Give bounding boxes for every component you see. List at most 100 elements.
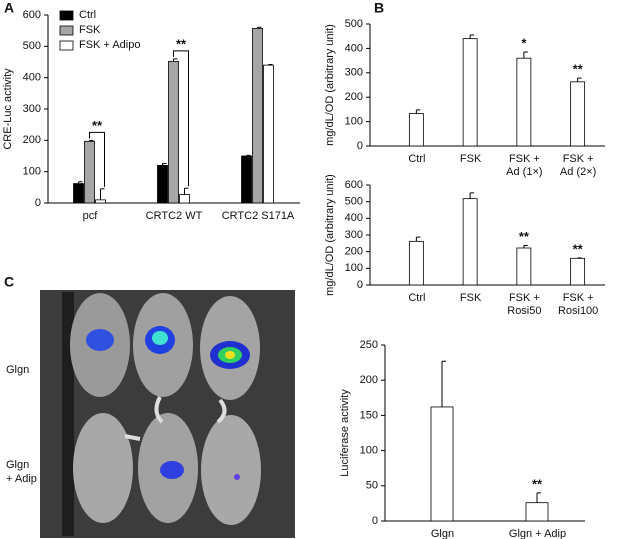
error-bar	[577, 77, 582, 82]
error-bar	[415, 109, 421, 114]
error-bar	[441, 360, 446, 407]
x-tick-label: FSK +	[563, 292, 594, 304]
x-tick-label: Glgn + Adip	[509, 528, 566, 539]
bar	[95, 199, 106, 204]
y-tick-label: 500	[345, 196, 363, 208]
x-tick-label: Ad (1×)	[506, 166, 542, 178]
image-label: Glgn	[6, 459, 29, 471]
significance-label: **	[573, 241, 584, 256]
legend-label: Ctrl	[79, 9, 96, 21]
bar	[168, 60, 179, 204]
y-tick-label: 50	[366, 480, 378, 492]
x-tick-label: CRTC2 S171A	[222, 210, 295, 222]
y-tick-label: 400	[345, 212, 363, 224]
y-axis-label: mg/dL/OD (arbitrary unit)	[324, 174, 336, 296]
x-tick-label: Ctrl	[408, 292, 425, 304]
significance-label: **	[573, 62, 584, 77]
bar	[73, 183, 84, 204]
significance-label: *	[521, 35, 527, 50]
x-tick-label: FSK +	[509, 292, 540, 304]
bar	[516, 247, 532, 286]
significance-bracket	[173, 50, 189, 187]
y-tick-label: 150	[360, 409, 378, 421]
error-bar	[184, 187, 189, 195]
error-bar	[162, 163, 167, 166]
significance-label: **	[532, 476, 543, 491]
error-bar	[100, 188, 105, 200]
panel-letter: B	[374, 0, 384, 16]
x-tick-label: pcf	[83, 210, 99, 222]
error-bar	[469, 34, 475, 39]
bar	[179, 194, 190, 204]
error-bar	[415, 236, 421, 242]
y-tick-label: 200	[345, 91, 363, 103]
error-bar	[577, 257, 582, 259]
error-bar	[536, 492, 541, 503]
y-tick-label: 0	[357, 140, 363, 152]
y-axis-label: Luciferase activity	[339, 389, 351, 477]
error-bar	[257, 26, 262, 29]
significance-label: **	[519, 229, 530, 244]
bar	[525, 502, 549, 522]
significance-bracket	[89, 131, 105, 187]
error-bar	[523, 51, 528, 59]
y-tick-label: 250	[360, 339, 378, 351]
image-label: + Adip	[6, 473, 37, 485]
y-tick-label: 0	[372, 515, 378, 527]
x-tick-label: Glgn	[431, 528, 454, 539]
y-tick-label: 500	[345, 18, 363, 30]
y-tick-label: 400	[23, 72, 41, 84]
significance-label: **	[176, 36, 187, 51]
y-tick-label: 100	[345, 262, 363, 274]
y-tick-label: 200	[345, 246, 363, 258]
bar	[516, 57, 532, 147]
bar	[84, 140, 95, 204]
panel-letter: C	[4, 274, 14, 290]
y-tick-label: 200	[23, 134, 41, 146]
y-tick-label: 600	[345, 179, 363, 191]
legend-swatch	[59, 10, 74, 21]
y-tick-label: 300	[345, 229, 363, 241]
y-tick-label: 100	[360, 445, 378, 457]
y-tick-label: 400	[345, 42, 363, 54]
x-tick-label: Rosi100	[558, 305, 598, 317]
bar	[462, 198, 478, 286]
y-tick-label: 500	[23, 40, 41, 52]
bar	[408, 240, 424, 286]
y-axis-label: CRE-Luc activity	[2, 68, 14, 150]
x-tick-label: Rosi50	[507, 305, 541, 317]
bar	[570, 257, 586, 286]
bar	[430, 406, 454, 522]
error-bar	[246, 154, 251, 156]
panel-letter: A	[4, 0, 14, 16]
image-label: Glgn	[6, 364, 29, 376]
y-tick-label: 600	[23, 9, 41, 21]
y-tick-label: 300	[23, 103, 41, 115]
x-tick-label: Ctrl	[408, 153, 425, 165]
legend-swatch	[59, 40, 74, 51]
x-tick-label: FSK +	[563, 153, 594, 165]
y-tick-label: 200	[360, 374, 378, 386]
y-tick-label: 0	[357, 279, 363, 291]
x-tick-label: FSK +	[509, 153, 540, 165]
x-tick-label: FSK	[460, 153, 482, 165]
significance-label: **	[92, 118, 103, 133]
x-tick-label: CRTC2 WT	[146, 210, 203, 222]
error-bar	[173, 58, 178, 62]
y-tick-label: 100	[23, 166, 41, 178]
legend-label: FSK	[79, 24, 101, 36]
bar	[263, 64, 274, 204]
error-bar	[89, 139, 94, 142]
bar	[408, 113, 424, 147]
error-bar	[78, 181, 83, 184]
x-tick-label: Ad (2×)	[560, 166, 596, 178]
y-axis-label: mg/dL/OD (arbitrary unit)	[324, 24, 336, 146]
bar	[570, 81, 586, 147]
x-tick-label: FSK	[460, 292, 482, 304]
bar	[157, 164, 168, 204]
y-tick-label: 0	[35, 197, 41, 209]
error-bar	[469, 192, 475, 199]
bar	[252, 28, 263, 204]
y-tick-label: 300	[345, 67, 363, 79]
